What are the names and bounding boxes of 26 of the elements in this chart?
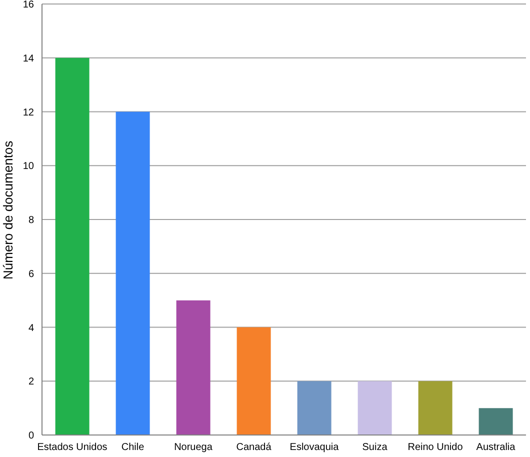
x-tick-label: Suiza [362,442,388,454]
bar [297,381,332,435]
bar [418,381,452,435]
y-tick-label: 2 [28,376,34,388]
bar [116,112,150,435]
y-tick-label: 6 [28,268,34,280]
x-tick-label: Australia [476,442,516,454]
y-tick-label: 14 [22,53,34,64]
x-tick-label: Noruega [174,442,213,454]
x-tick-label: Chile [121,442,145,454]
bar [358,381,392,435]
y-tick-label: 10 [22,161,34,172]
bar [55,58,90,435]
x-tick-label: Estados Unidos [37,442,108,454]
x-tick-label: Reino Unido [408,442,464,454]
y-tick-label: 0 [28,430,34,442]
y-tick-label: 12 [22,107,34,118]
y-tick-label: 4 [28,322,34,334]
x-tick-label: Canadá [236,442,272,454]
y-axis-title: Número de documentos [0,140,16,280]
bar [236,327,271,435]
x-tick-label: Eslovaquia [290,442,340,454]
bar [478,408,513,435]
bar [176,300,210,435]
y-tick-label: 8 [28,215,34,226]
y-tick-label: 16 [22,0,34,11]
